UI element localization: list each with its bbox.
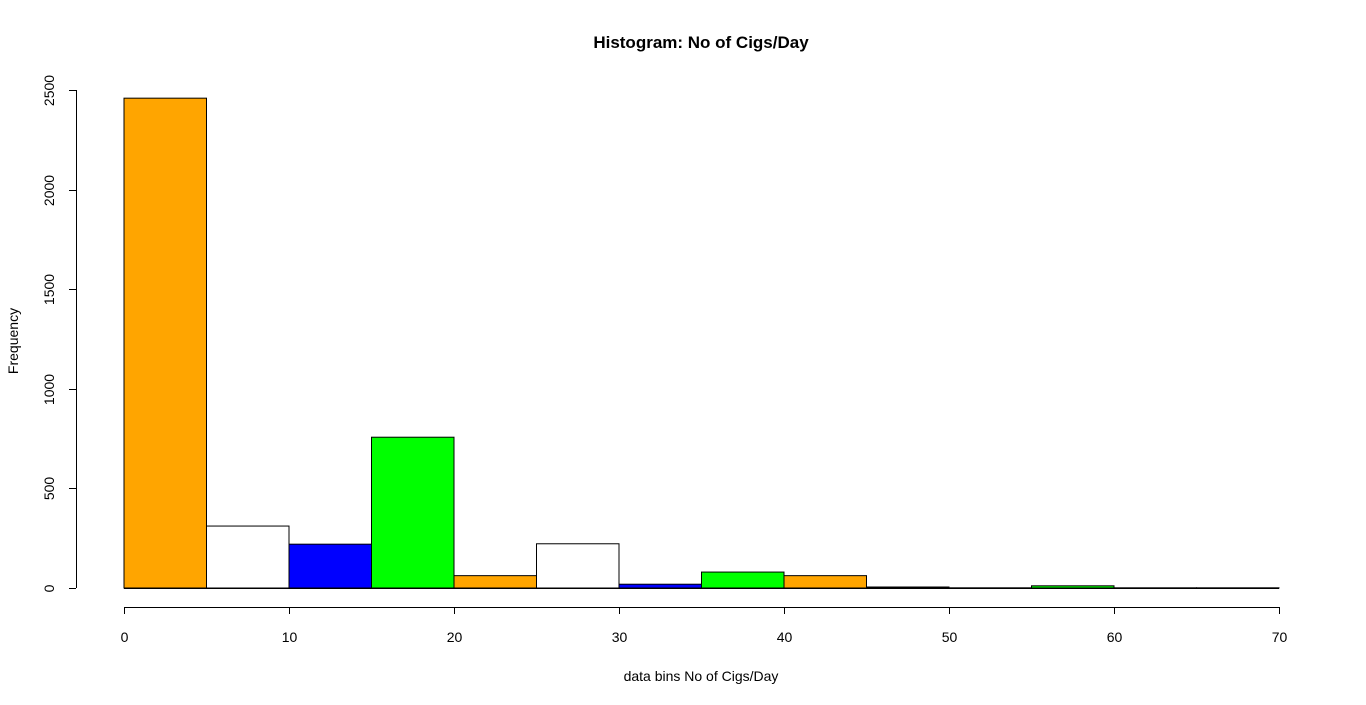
x-axis: 0 10 20 30 40 50 60 70 [121,607,1288,645]
x-tick-label: 70 [1272,629,1288,645]
histogram-bar [288,543,372,589]
y-tick-label: 2500 [41,75,57,106]
y-tick-label: 2000 [41,175,57,206]
histogram-bar [206,525,290,589]
histogram-bar [701,571,785,589]
histogram-bar [371,436,455,589]
x-tick-label: 30 [612,629,628,645]
x-tick-label: 60 [1107,629,1123,645]
x-tick-label: 20 [447,629,463,645]
y-tick-label: 1000 [41,374,57,405]
x-axis-label: data bins No of Cigs/Day [624,668,779,684]
histogram-bar [783,575,867,589]
histogram-bars [123,97,1280,589]
x-tick-label: 10 [282,629,298,645]
chart-title: Histogram: No of Cigs/Day [593,33,809,52]
x-tick-label: 40 [777,629,793,645]
histogram-bar [866,586,950,589]
histogram-bar [123,97,207,589]
y-axis-label: Frequency [5,308,21,374]
histogram-bar [1031,585,1115,589]
y-tick-label: 500 [41,477,57,501]
x-tick-label: 50 [942,629,958,645]
histogram-bar [453,575,537,589]
histogram-bar [618,583,702,589]
y-tick-label: 0 [41,584,57,592]
y-axis: 0 500 1000 1500 2000 2500 [41,75,77,592]
y-tick-label: 1500 [41,274,57,305]
x-tick-label: 0 [121,629,129,645]
histogram-bar [536,543,620,589]
